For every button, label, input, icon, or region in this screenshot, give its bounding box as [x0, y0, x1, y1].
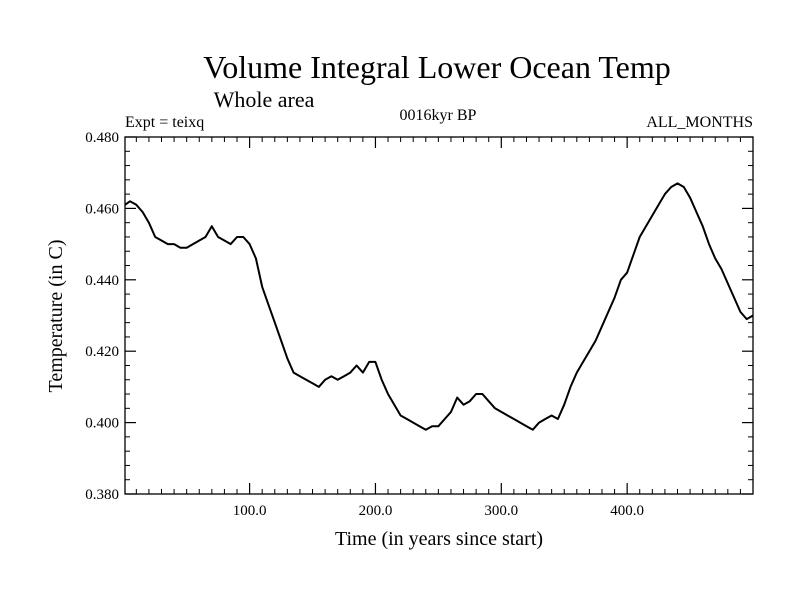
x-axis: 100.0 200.0 300.0 400.0: [233, 137, 644, 519]
y-tick-label: 0.380: [85, 487, 119, 503]
y-tick-label: 0.440: [85, 273, 119, 289]
y-tick-label: 0.420: [85, 344, 119, 360]
x-axis-label: Time (in years since start): [335, 528, 543, 550]
series-line-teixq: [124, 182, 754, 431]
months-label: ALL_MONTHS: [646, 114, 753, 131]
y-axis: 0.380 0.400 0.420 0.440 0.460 0.480: [85, 130, 753, 503]
x-tick-label: 400.0: [610, 503, 644, 519]
y-tick-label: 0.460: [85, 201, 119, 217]
time-period-label: 0016kyr BP: [400, 107, 477, 124]
experiment-label: Expt = teixq: [125, 114, 204, 131]
minor-ticks: [125, 137, 753, 494]
x-tick-label: 200.0: [359, 503, 393, 519]
chart-title: Volume Integral Lower Ocean Temp: [203, 49, 671, 85]
x-tick-label: 100.0: [233, 503, 267, 519]
x-tick-label: 300.0: [484, 503, 518, 519]
y-tick-label: 0.400: [85, 416, 119, 432]
plot-frame: [124, 136, 754, 495]
chart-subtitle: Whole area: [214, 87, 315, 112]
y-axis-label: Temperature (in C): [45, 240, 67, 393]
y-tick-label: 0.480: [85, 130, 119, 146]
